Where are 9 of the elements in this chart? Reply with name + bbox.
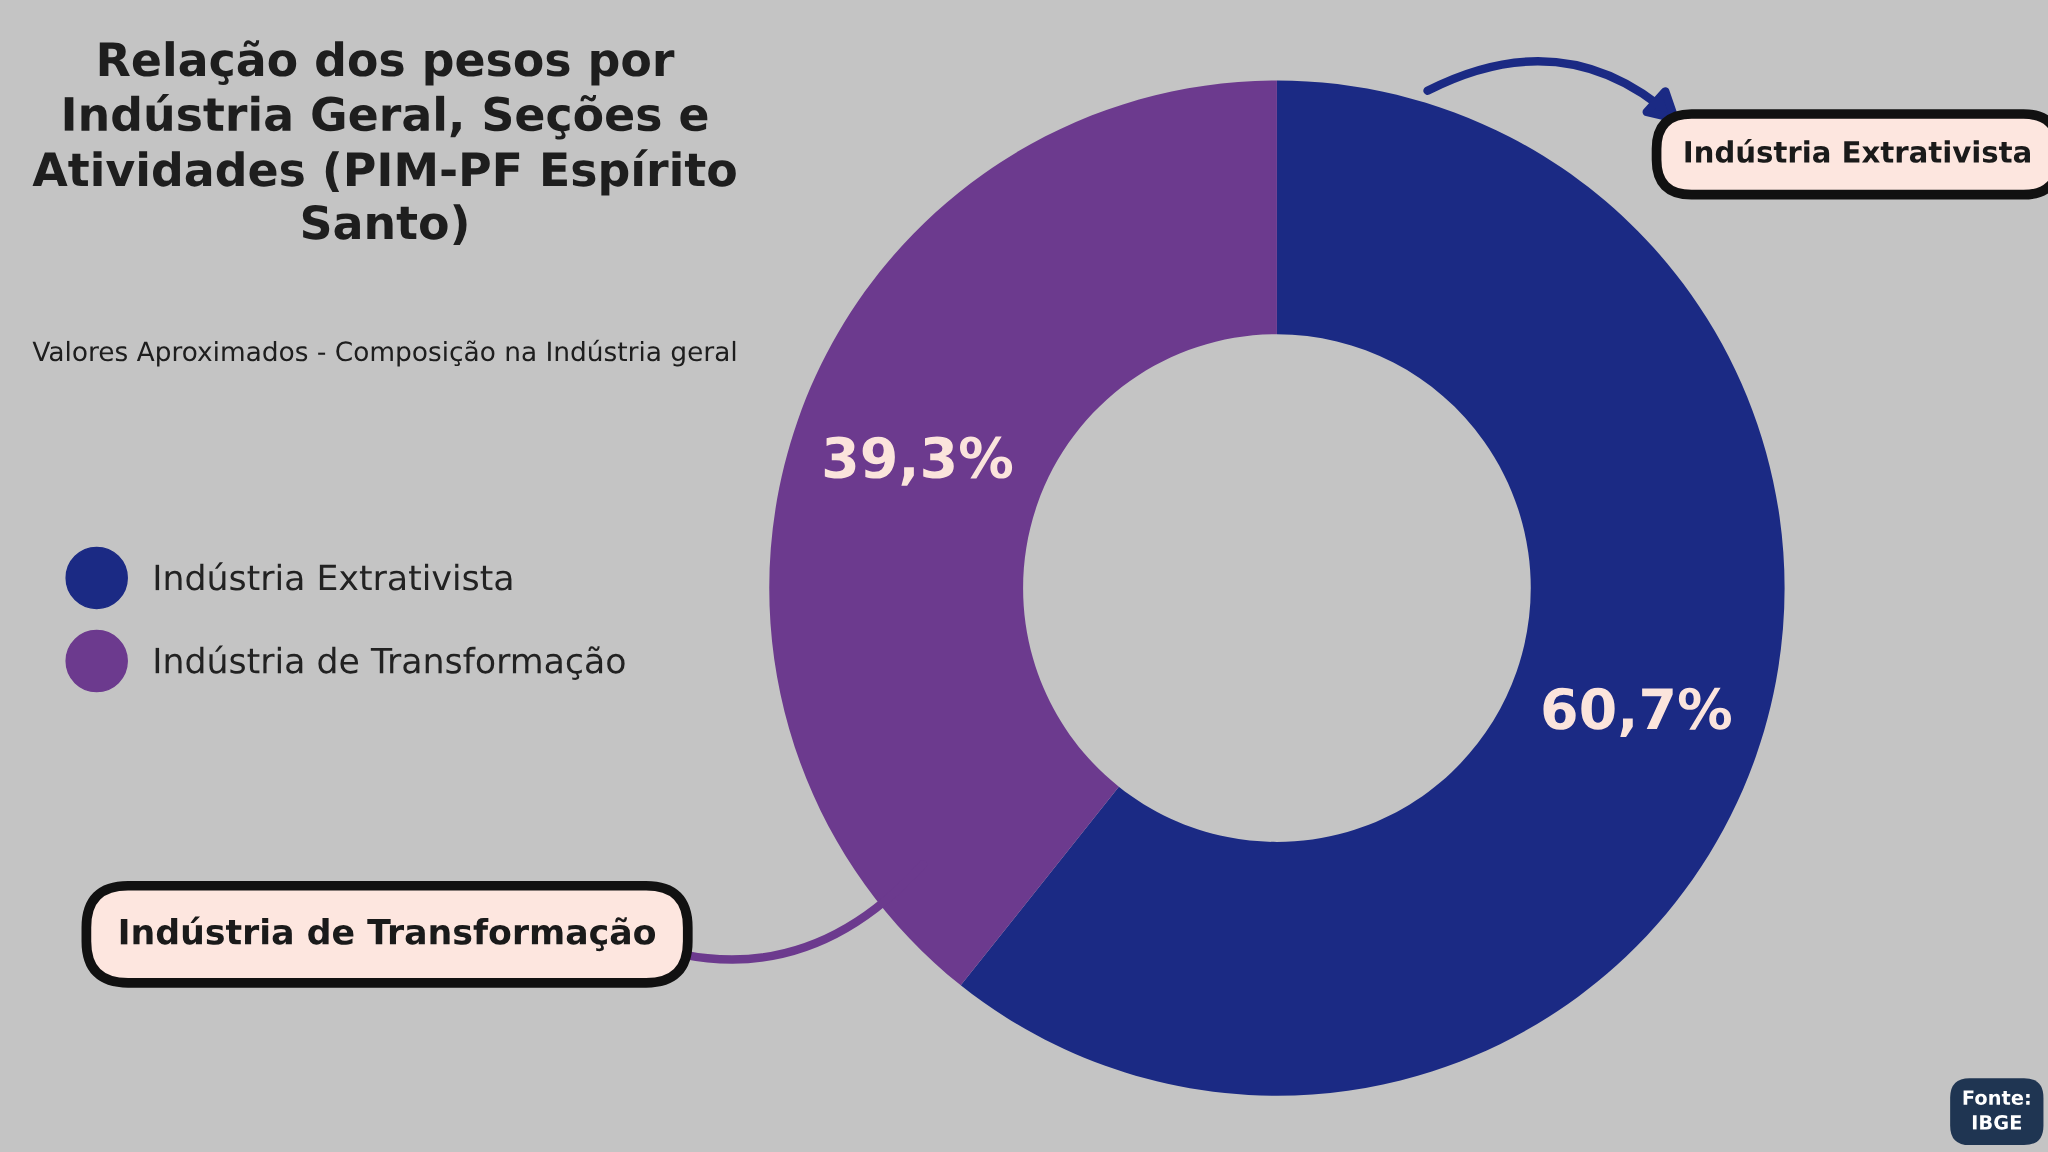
legend-label: Indústria Extrativista [155,562,512,591]
legend-label: Indústria de Transformação [155,645,625,680]
data-label: 39,3% [824,436,1013,486]
text: Indústria Extrativista [1685,139,2030,163]
data-label: 60,7% [1543,687,1731,737]
text: Valores Aproximados - Composição na Indústria geral [32,339,736,367]
text: Indústria de Transformação [120,916,656,952]
source-note: Fonte: IBGE [1963,1090,2030,1130]
text: Relação dos pesos por Indústria Geral, Seções e Atividades (PIM-PF Espírito Santo) [32,40,736,246]
